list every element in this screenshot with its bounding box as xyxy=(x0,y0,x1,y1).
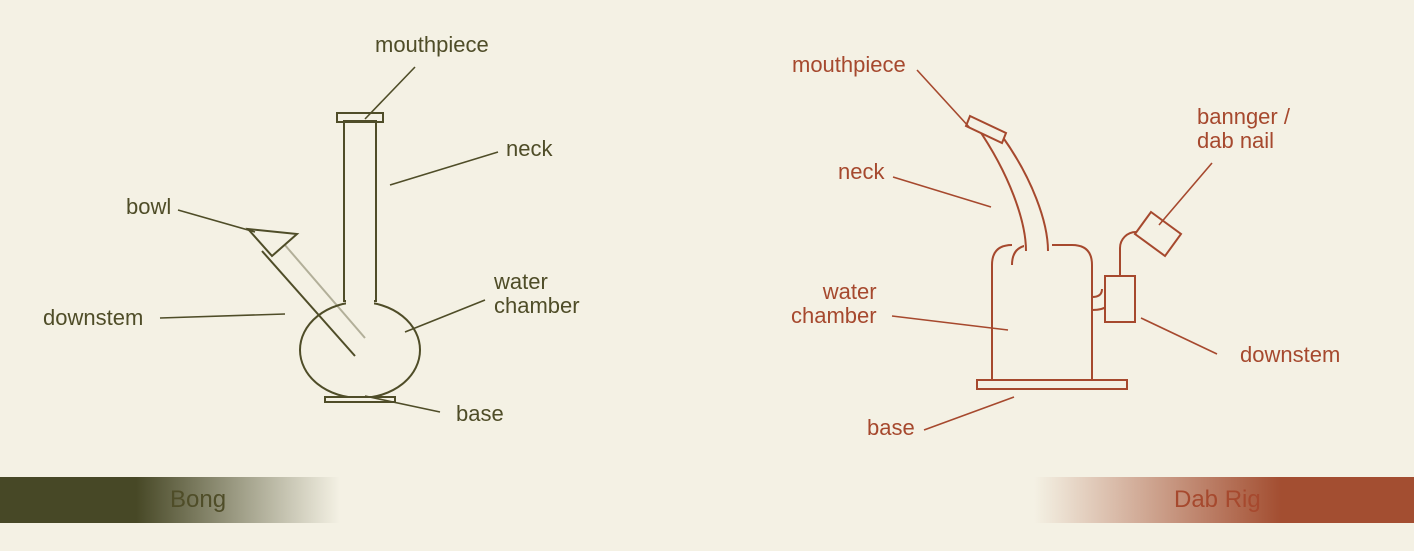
label-base: base xyxy=(456,402,504,426)
label-neck: neck xyxy=(838,160,884,184)
label-downstem: downstem xyxy=(1240,343,1340,367)
bong-caption: Bong xyxy=(170,486,226,514)
label-mouthpiece: mouthpiece xyxy=(792,53,906,77)
dabrig-banger xyxy=(1135,212,1181,256)
label-downstem: downstem xyxy=(43,306,143,330)
label-mouthpiece: mouthpiece xyxy=(375,33,489,57)
label-neck: neck xyxy=(506,137,552,161)
dabrig-caption: Dab Rig xyxy=(1174,486,1261,514)
dabrig-body xyxy=(992,245,1092,380)
label-water-chamber: water chamber xyxy=(791,280,877,328)
bong-neck xyxy=(344,121,376,301)
dabrig-joint2 xyxy=(1092,289,1102,297)
dabrig-caption-strip: Dab Rig xyxy=(1034,477,1414,523)
label-bowl: bowl xyxy=(126,195,171,219)
label-base: base xyxy=(867,416,915,440)
bong-panel: mouthpiece neck water chamber base downs… xyxy=(0,0,702,551)
bong-caption-strip: Bong xyxy=(0,477,340,523)
dabrig-base xyxy=(977,380,1127,389)
label-water-chamber: water chamber xyxy=(494,270,580,318)
bong-svg xyxy=(0,0,702,551)
bong-bulb xyxy=(300,302,420,398)
dabrig-panel: mouthpiece neck bannger / dab nail water… xyxy=(712,0,1414,551)
label-bannger: bannger / dab nail xyxy=(1197,105,1290,153)
dabrig-banger-stem xyxy=(1120,232,1139,276)
dabrig-svg xyxy=(712,0,1414,551)
dabrig-downstem xyxy=(1105,276,1135,322)
